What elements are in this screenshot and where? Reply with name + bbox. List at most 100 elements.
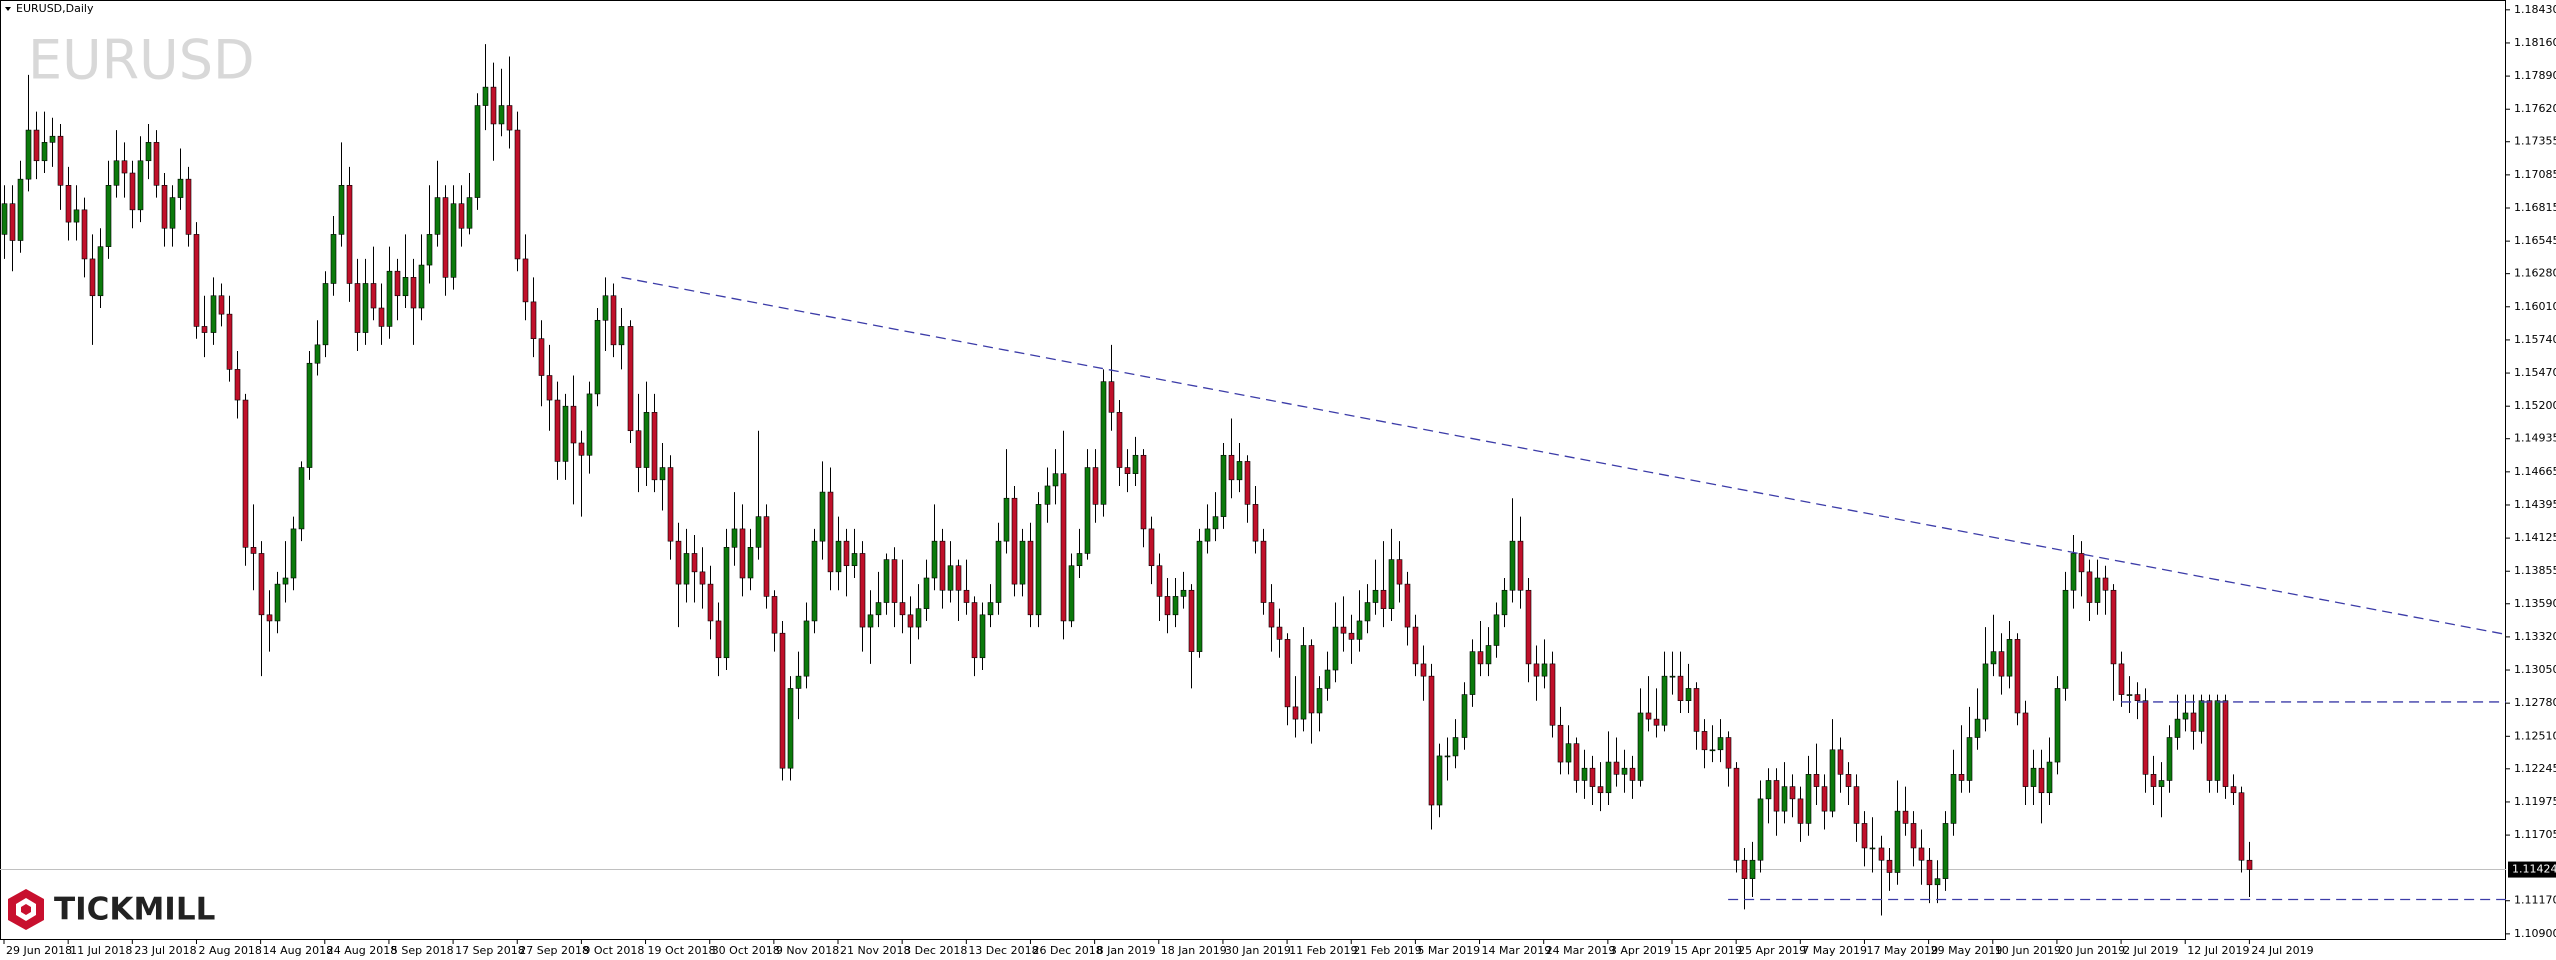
candle-body <box>1942 823 1949 879</box>
candle-body <box>819 491 826 542</box>
candle-body <box>1797 798 1804 824</box>
candle-body <box>458 203 465 229</box>
watermark: EURUSD <box>28 29 255 92</box>
candle-body <box>1741 859 1748 879</box>
x-tick-label: 14 Mar 2019 <box>1482 944 1552 957</box>
price-label-box <box>2508 861 2556 878</box>
candle-body <box>1268 602 1275 628</box>
x-tick-label: 24 Aug 2018 <box>327 944 397 957</box>
candle-body <box>683 553 690 585</box>
y-tick-label: 1.15740 <box>2514 333 2556 346</box>
candle-body <box>795 675 802 689</box>
candle-body <box>618 326 625 346</box>
y-tick-label: 1.16545 <box>2514 234 2556 247</box>
candle-body <box>1853 786 1860 824</box>
candle-body <box>402 277 409 297</box>
candle-body <box>594 319 601 395</box>
candle-body <box>1019 540 1026 585</box>
x-tick-label: 26 Dec 2018 <box>1032 944 1102 957</box>
candle-body <box>2006 639 2013 677</box>
candle-body <box>1549 663 1556 726</box>
candle-body <box>739 528 746 579</box>
candle-body <box>843 540 850 567</box>
candle-body <box>699 571 706 585</box>
candle-body <box>1380 589 1387 609</box>
y-tick-label: 1.14935 <box>2514 432 2556 445</box>
candle-body <box>987 602 994 616</box>
x-tick-label: 29 May 2019 <box>1931 944 2003 957</box>
candle-body <box>2038 767 2045 794</box>
candle-body <box>338 185 345 235</box>
x-tick-label: 10 Jun 2019 <box>1995 944 2061 957</box>
x-tick-label: 7 May 2019 <box>1802 944 1867 957</box>
candle-body <box>2214 700 2221 781</box>
candle-body <box>1003 497 1010 542</box>
candle-body <box>851 553 858 567</box>
candle-body <box>707 583 714 622</box>
candle-body <box>466 197 473 229</box>
candle-body <box>1164 596 1171 616</box>
candle-body <box>1292 706 1299 720</box>
candle-body <box>1444 755 1451 758</box>
candle-body <box>1709 749 1716 752</box>
candle-body <box>1388 559 1395 609</box>
candle-body <box>266 614 273 622</box>
candle-body <box>330 234 337 284</box>
candle-body <box>2030 767 2037 787</box>
candle-body <box>1533 663 1540 677</box>
candle-body <box>506 105 513 131</box>
candle-body <box>1517 540 1524 591</box>
y-tick-label: 1.11705 <box>2514 828 2556 841</box>
candle-body <box>1926 859 1933 886</box>
candle-body <box>2110 589 2117 665</box>
y-tick-label: 1.17890 <box>2514 69 2556 82</box>
x-tick-label: 8 Jan 2019 <box>1097 944 1156 957</box>
y-tick-label: 1.16280 <box>2514 267 2556 280</box>
candle-body <box>1236 461 1243 481</box>
y-tick-label: 1.13590 <box>2514 597 2556 610</box>
candle-body <box>1428 675 1435 806</box>
candle-body <box>867 614 874 628</box>
candle-body <box>2150 774 2157 787</box>
candle-body <box>1837 749 1844 775</box>
candle-body <box>177 178 184 198</box>
candle-body <box>643 412 650 468</box>
y-tick-label: 1.17620 <box>2514 102 2556 115</box>
y-tick-label: 1.13050 <box>2514 663 2556 676</box>
candle-body <box>995 540 1002 603</box>
candle-body <box>129 172 136 211</box>
candle-body <box>1188 589 1195 652</box>
y-tick-label: 1.16815 <box>2514 201 2556 214</box>
candle-body <box>1781 786 1788 812</box>
candle-body <box>410 277 417 309</box>
candle-body <box>2166 737 2173 781</box>
menu-arrow[interactable] <box>5 7 11 11</box>
candle-body <box>811 540 818 622</box>
candle-body <box>635 430 642 468</box>
candle-body <box>258 553 265 616</box>
candle-body <box>2046 761 2053 794</box>
x-tick-label: 29 Jun 2018 <box>6 944 72 957</box>
candle-body <box>121 160 128 174</box>
candle-body <box>169 197 176 229</box>
candle-body <box>1918 847 1925 861</box>
candle-body <box>450 203 457 278</box>
candle-body <box>41 142 48 162</box>
x-tick-label: 3 Apr 2019 <box>1610 944 1671 957</box>
candle-body <box>1316 688 1323 714</box>
y-tick-label: 1.14125 <box>2514 531 2556 544</box>
candle-body <box>1412 626 1419 665</box>
candle-body <box>362 283 369 333</box>
candle-body <box>1228 454 1235 481</box>
candle-body <box>1108 381 1115 413</box>
candle-body <box>314 344 321 364</box>
x-tick-label: 23 Jul 2018 <box>134 944 196 957</box>
candle-body <box>1220 454 1227 517</box>
candle-body <box>226 313 233 370</box>
candle-body <box>1308 645 1315 714</box>
candle-body <box>979 614 986 659</box>
x-tick-label: 25 Apr 2019 <box>1738 944 1806 957</box>
candle-body <box>1404 583 1411 628</box>
candle-body <box>2094 577 2101 603</box>
